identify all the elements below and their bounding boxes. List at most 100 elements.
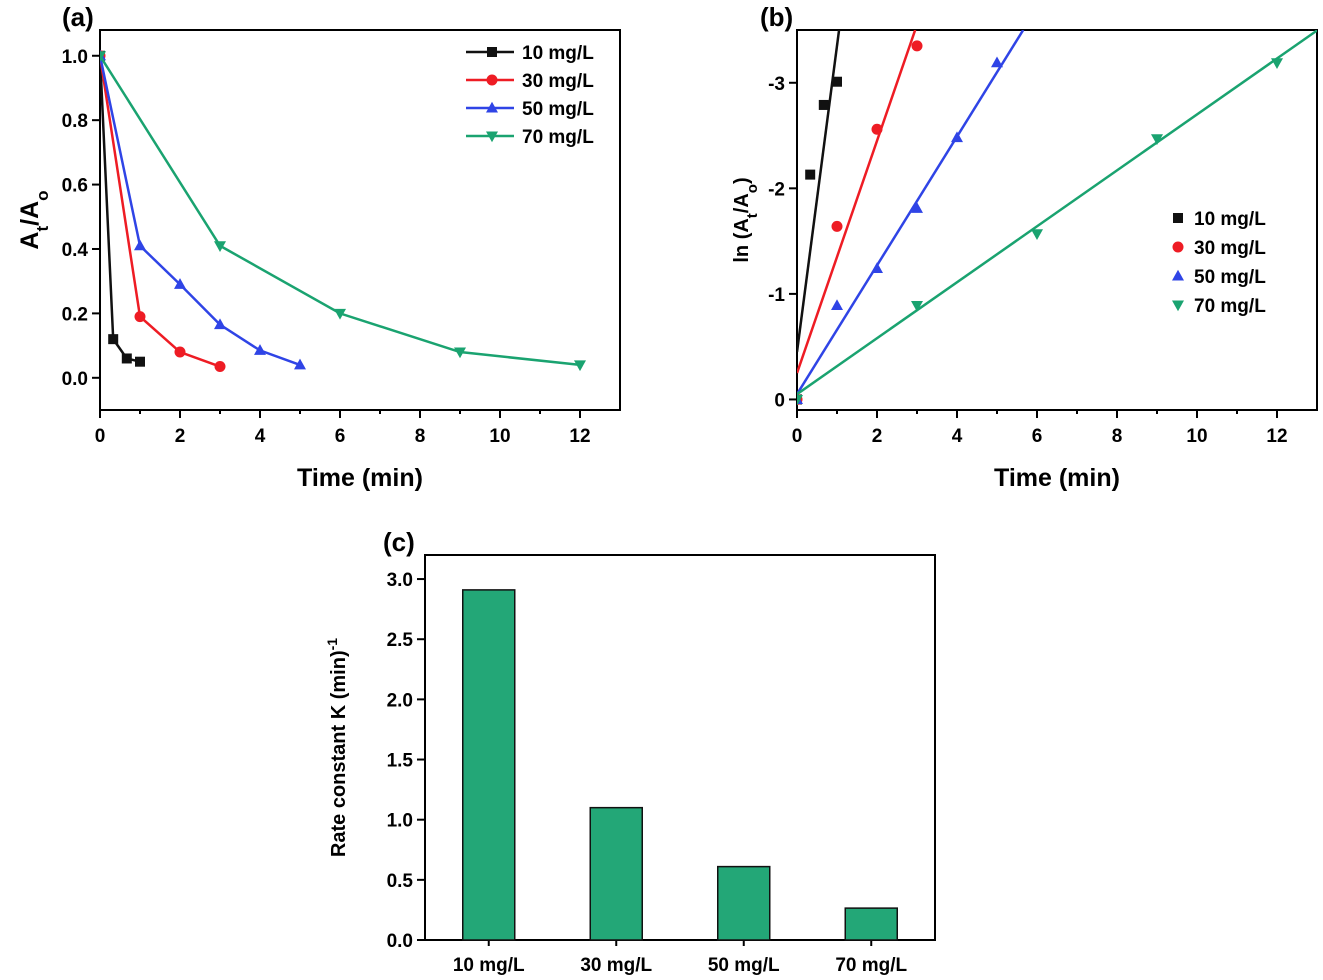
x-tick-label: 12 bbox=[569, 426, 590, 447]
legend-marker bbox=[1172, 241, 1184, 253]
y-tick-label: 1.0 bbox=[387, 811, 413, 832]
legend-label: 50 mg/L bbox=[1194, 267, 1266, 288]
data-point bbox=[108, 334, 119, 345]
x-tick-label: 4 bbox=[255, 426, 266, 447]
y-tick-label: -2 bbox=[768, 179, 785, 200]
y-tick-label: 0.2 bbox=[62, 304, 88, 325]
x-tick-label: 2 bbox=[872, 426, 883, 447]
legend-marker bbox=[486, 131, 498, 143]
legend-marker bbox=[486, 101, 498, 113]
data-point bbox=[574, 360, 586, 372]
y-axis-title: At/Ao bbox=[16, 190, 52, 249]
legend-marker bbox=[1172, 269, 1184, 281]
y-tick-label: -3 bbox=[768, 74, 785, 95]
legend-marker bbox=[1173, 213, 1183, 223]
legend: 10 mg/L 30 mg/L 50 mg/L 70 mg/L bbox=[1172, 209, 1266, 317]
legend-label: 10 mg/L bbox=[522, 43, 594, 64]
y-tick-label: 2.5 bbox=[387, 630, 414, 651]
x-tick-label: 50 mg/L bbox=[708, 955, 780, 976]
x-tick-label: 10 bbox=[1186, 426, 1207, 447]
data-point bbox=[831, 299, 843, 310]
plot-b: 0 2 4 6 8 10 12 0 -1 -2 -3 Time (min) ln (At/Ao) (b) 1… bbox=[731, 2, 1318, 492]
y-tick-label: -1 bbox=[768, 285, 785, 306]
panel-label: (c) bbox=[383, 527, 415, 557]
data-point bbox=[214, 241, 226, 253]
data-point bbox=[831, 220, 843, 232]
x-tick-label: 12 bbox=[1266, 426, 1287, 447]
data-point bbox=[214, 318, 226, 330]
y-axis-title: ln (At/Ao) bbox=[731, 177, 761, 262]
data-point bbox=[294, 358, 306, 370]
plot-frame bbox=[99, 29, 621, 411]
y-tick-label: 0.0 bbox=[62, 369, 88, 390]
y-tick-label: 3.0 bbox=[387, 570, 413, 591]
series-line bbox=[100, 55, 141, 363]
data-point bbox=[991, 56, 1003, 68]
legend-label: 70 mg/L bbox=[1194, 296, 1266, 317]
y-tick-label: 0.8 bbox=[62, 111, 88, 132]
series-line bbox=[100, 55, 221, 368]
data-point bbox=[1151, 134, 1163, 145]
legend-marker bbox=[487, 47, 497, 57]
fit-line bbox=[797, 30, 1317, 396]
y-tick-label: 0.6 bbox=[62, 176, 88, 197]
x-tick-label: 8 bbox=[415, 426, 426, 447]
legend-marker bbox=[486, 74, 498, 86]
data-point bbox=[121, 353, 132, 364]
y-tick-label: 0.4 bbox=[62, 240, 89, 261]
data-point bbox=[871, 123, 883, 135]
y-tick-label: 2.0 bbox=[387, 690, 413, 711]
x-tick-label: 8 bbox=[1112, 426, 1123, 447]
x-tick-label: 2 bbox=[175, 426, 186, 447]
legend-label: 10 mg/L bbox=[1194, 209, 1266, 230]
data-point bbox=[911, 40, 923, 52]
legend: 10 mg/L 30 mg/L 50 mg/L 70 mg/L bbox=[466, 43, 594, 148]
data-point bbox=[214, 361, 226, 373]
data-point bbox=[334, 308, 346, 320]
x-tick-label: 10 bbox=[489, 426, 510, 447]
bar bbox=[717, 865, 771, 941]
legend-label: 70 mg/L bbox=[522, 127, 594, 148]
legend-marker bbox=[1172, 300, 1184, 312]
y-tick-label: 0.0 bbox=[387, 931, 413, 952]
data-point bbox=[1031, 229, 1043, 240]
data-point bbox=[134, 311, 146, 323]
legend-label: 30 mg/L bbox=[522, 71, 594, 92]
data-layer bbox=[100, 49, 586, 373]
y-tick-label: 1.0 bbox=[62, 47, 88, 68]
data-point bbox=[1271, 58, 1283, 69]
bar bbox=[844, 907, 898, 941]
plot-frame bbox=[424, 554, 936, 941]
y-axis-title: Rate constant K (min)-1 bbox=[324, 638, 350, 857]
legend-label: 50 mg/L bbox=[522, 99, 594, 120]
x-tick-label: 10 mg/L bbox=[453, 955, 525, 976]
x-tick-label: 0 bbox=[792, 426, 803, 447]
x-tick-label: 4 bbox=[952, 426, 963, 447]
y-tick-label: 1.5 bbox=[387, 751, 414, 772]
series-line bbox=[100, 55, 301, 367]
data-point bbox=[134, 239, 146, 251]
panel-label: (b) bbox=[760, 2, 793, 32]
data-point bbox=[100, 51, 106, 63]
data-point bbox=[454, 347, 466, 359]
panel-label: (a) bbox=[62, 2, 94, 32]
x-tick-label: 70 mg/L bbox=[835, 955, 907, 976]
data-point bbox=[911, 202, 923, 213]
y-tick-label: 0.5 bbox=[387, 871, 414, 892]
x-tick-label: 0 bbox=[95, 426, 106, 447]
data-point bbox=[951, 131, 963, 143]
bar bbox=[589, 806, 643, 941]
bar bbox=[462, 589, 516, 941]
data-point bbox=[805, 169, 816, 180]
y-tick-label: 0 bbox=[774, 390, 785, 411]
plot-c: 0.0 0.5 1.0 1.5 2.0 2.5 3.0 10 mg/L 30 mg/L 50 mg… bbox=[324, 527, 936, 976]
data-point bbox=[832, 76, 842, 87]
legend-label: 30 mg/L bbox=[1194, 238, 1266, 259]
data-point bbox=[254, 344, 266, 355]
data-layer bbox=[797, 30, 1317, 406]
fit-line bbox=[797, 30, 917, 374]
x-axis-title: Time (min) bbox=[297, 464, 423, 492]
x-tick-label: 30 mg/L bbox=[580, 955, 652, 976]
data-point bbox=[797, 394, 803, 406]
